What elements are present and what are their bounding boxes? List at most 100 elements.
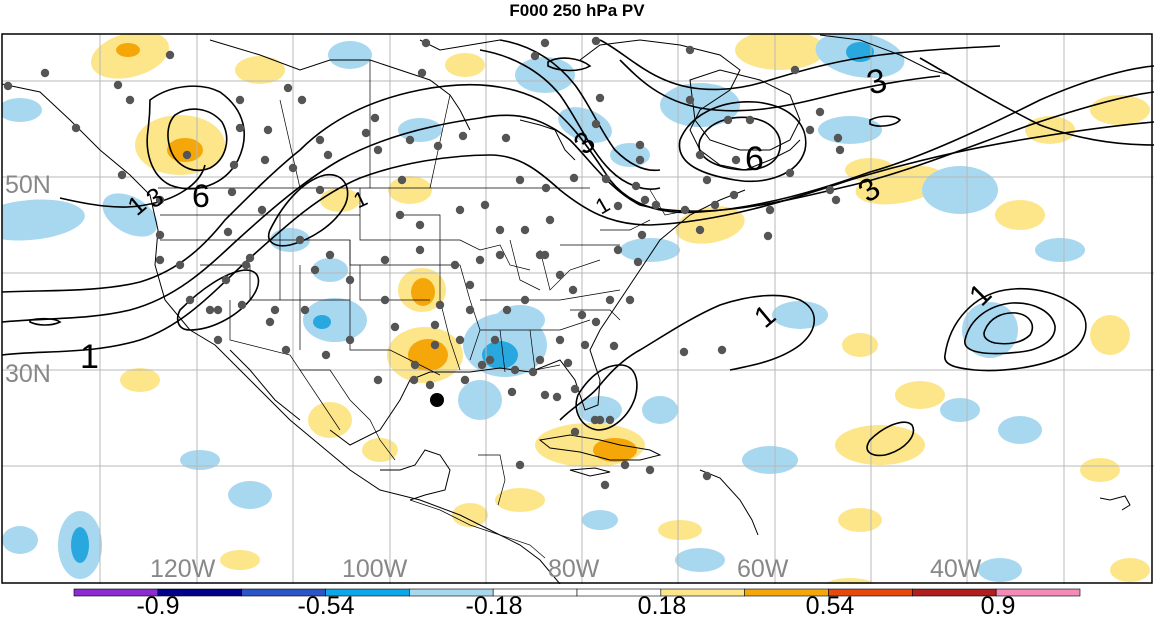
- pv-anomaly-area: [610, 143, 650, 167]
- pv-anomaly-area: [835, 425, 925, 465]
- station-dots: [3, 36, 845, 490]
- pv-anomaly-area: [998, 416, 1042, 444]
- pv-anomaly-area: [818, 116, 882, 144]
- station-dot: [185, 295, 195, 305]
- station-dot: [325, 250, 335, 260]
- station-dot: [237, 300, 247, 310]
- station-dot: [609, 341, 619, 351]
- station-dot: [430, 340, 440, 350]
- pv-anomaly-area: [842, 333, 878, 357]
- colorbar-swatch: [995, 588, 1081, 597]
- station-dot: [631, 181, 641, 191]
- station-dot: [458, 131, 468, 141]
- pv-anomaly-area: [445, 53, 485, 77]
- station-dot: [155, 255, 165, 265]
- pv-anomaly-area: [1090, 95, 1150, 125]
- storm-center-marker: [430, 393, 444, 407]
- station-dot: [405, 135, 415, 145]
- station-dot: [763, 231, 773, 241]
- station-dot: [310, 265, 320, 275]
- pv-anomaly-area: [495, 488, 545, 512]
- station-dot: [833, 133, 843, 143]
- station-dot: [515, 460, 525, 470]
- pv-anomaly-area: [978, 558, 1022, 582]
- station-dot: [815, 107, 825, 117]
- pv-anomaly-area: [1090, 315, 1130, 355]
- station-dot: [535, 355, 545, 365]
- station-dot: [113, 80, 123, 90]
- pv-anomaly-area: [582, 510, 618, 530]
- pv-anomaly-area: [895, 381, 945, 409]
- station-dot: [591, 36, 601, 46]
- station-dot: [345, 335, 355, 345]
- station-dot: [825, 185, 835, 195]
- station-dot: [260, 155, 270, 165]
- station-dot: [528, 367, 538, 377]
- station-dot: [831, 195, 841, 205]
- lon-label: 60W: [737, 555, 789, 583]
- station-dot: [421, 38, 431, 48]
- map-frame: [1, 33, 1153, 584]
- station-dot: [507, 387, 517, 397]
- pv-anomaly-area: [940, 398, 980, 422]
- station-dot: [745, 115, 755, 125]
- station-dot: [600, 480, 610, 490]
- station-dot: [373, 375, 383, 385]
- station-dot: [601, 174, 611, 184]
- pv-anomaly-area: [495, 305, 545, 335]
- station-dot: [345, 275, 355, 285]
- station-dot: [805, 125, 815, 135]
- station-dot: [495, 225, 505, 235]
- pv-anomaly-area: [312, 258, 348, 282]
- station-dot: [540, 38, 550, 48]
- station-dot: [397, 175, 407, 185]
- station-dot: [395, 210, 405, 220]
- station-dot: [361, 128, 371, 138]
- station-dot: [637, 230, 647, 240]
- station-dot: [435, 300, 445, 310]
- pv-anomaly-area: [458, 380, 502, 420]
- pv-anomaly-area: [1110, 558, 1150, 582]
- station-dot: [563, 358, 573, 368]
- lon-label: 100W: [342, 555, 408, 583]
- station-dot: [415, 220, 425, 230]
- pv-anomaly-area: [71, 527, 89, 563]
- station-dot: [263, 125, 273, 135]
- station-dot: [695, 225, 705, 235]
- lon-label: 120W: [150, 555, 216, 583]
- pv-anomaly-area: [658, 520, 702, 540]
- pv-anomaly-area: [1080, 458, 1120, 482]
- pv-anomaly-area: [180, 450, 220, 470]
- pv-anomaly-area: [120, 368, 160, 392]
- station-dot: [530, 51, 540, 61]
- pv-anomaly-area: [411, 278, 435, 306]
- station-dot: [380, 295, 390, 305]
- station-dot: [765, 205, 775, 215]
- station-dot: [410, 360, 420, 370]
- pv-anomaly-area: [1025, 116, 1075, 144]
- latitude-labels: 50N 30N: [5, 171, 51, 388]
- station-dot: [323, 150, 333, 160]
- station-dot: [380, 255, 390, 265]
- station-dot: [555, 270, 565, 280]
- station-dot: [645, 465, 655, 475]
- pv-contours: [2, 39, 1154, 457]
- station-dot: [205, 305, 215, 315]
- station-dot: [182, 150, 192, 160]
- station-dot: [570, 384, 580, 394]
- station-dot: [213, 335, 223, 345]
- station-dot: [425, 380, 435, 390]
- station-dot: [605, 295, 615, 305]
- mexico-central-america-borders: [299, 369, 546, 559]
- colorbar: [73, 588, 1081, 597]
- station-dot: [460, 375, 470, 385]
- pv-anomaly-area: [116, 43, 140, 57]
- pv-anomaly-area: [735, 34, 825, 70]
- station-dot: [490, 335, 500, 345]
- pv-anomaly-area: [558, 107, 612, 143]
- station-dot: [540, 250, 550, 260]
- station-dot: [229, 160, 239, 170]
- station-dot: [520, 225, 530, 235]
- lon-label: 80W: [548, 555, 600, 583]
